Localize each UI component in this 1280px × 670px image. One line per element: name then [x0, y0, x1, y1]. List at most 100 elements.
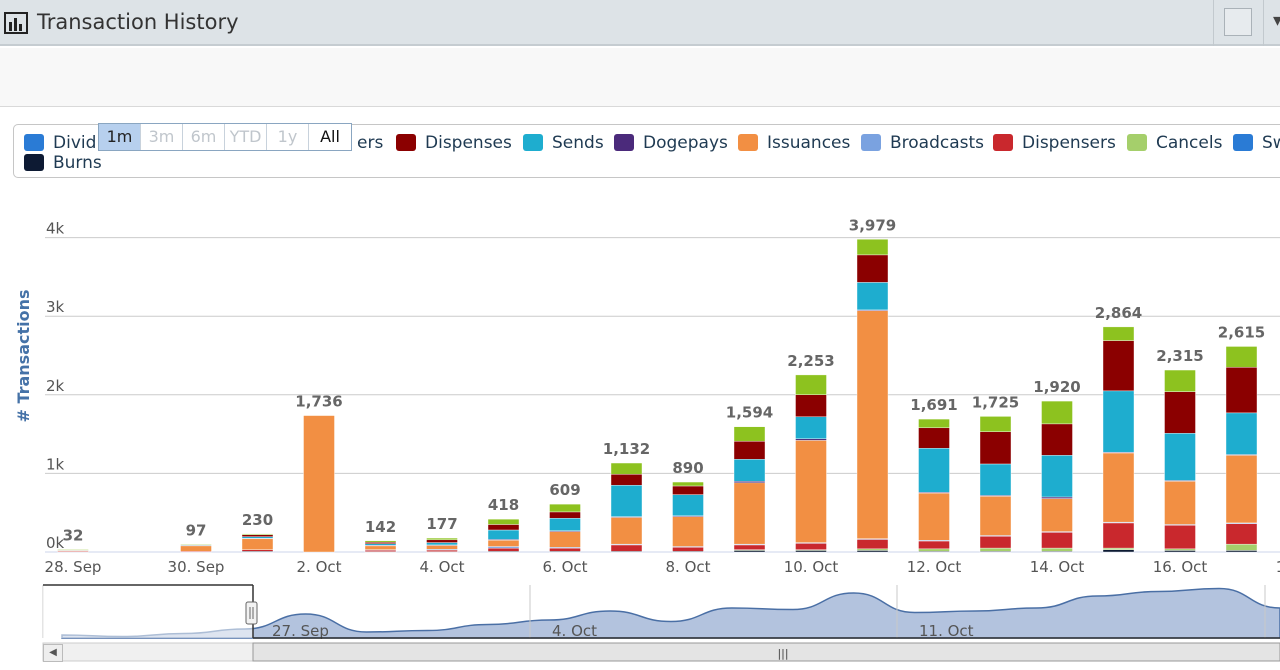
range-button-all[interactable]: All: [320, 127, 340, 146]
x-tick-label: 8. Oct: [665, 558, 710, 576]
bar-total-label: 1,132: [603, 440, 650, 458]
bar-segment: [57, 549, 89, 551]
navigator-label: 11. Oct: [919, 622, 974, 640]
bar-segment: [733, 426, 766, 442]
dropdown-arrow-icon[interactable]: ▾: [1273, 10, 1280, 31]
bar-segment: [1102, 452, 1135, 523]
bar-segment: [856, 282, 889, 311]
y-tick-label: 1k: [46, 455, 65, 473]
bar-segment: [241, 536, 274, 539]
range-button-1y[interactable]: 1y: [267, 124, 309, 150]
bar-total-label: 1,725: [972, 393, 1019, 411]
legend-swatch: [396, 134, 416, 151]
bar-segment: [1102, 326, 1135, 341]
bar-segment: [1164, 550, 1196, 553]
bar-segment: [1225, 412, 1258, 455]
bar-segment: [1164, 525, 1196, 550]
range-button-1m[interactable]: 1m: [99, 124, 141, 150]
bar-segment: [241, 538, 274, 550]
bar-segment: [426, 542, 458, 546]
bar-segment: [1041, 400, 1073, 425]
legend-label: Dispenses: [425, 133, 512, 153]
chart-legend: Divid ers Dispenses Sends Dogepays Issua…: [13, 124, 1280, 178]
scroll-left-arrow-icon[interactable]: ◀: [43, 644, 63, 662]
bar-segment: [979, 431, 1012, 465]
bar-segment: [241, 533, 274, 535]
legend-swatch: [738, 134, 758, 151]
legend-item-dispenses[interactable]: Dispenses: [396, 133, 512, 153]
bar-segment: [795, 543, 827, 550]
bar-segment: [795, 374, 827, 395]
bar-segment: [1225, 550, 1258, 553]
bar-segment: [1164, 548, 1196, 551]
bar-segment: [180, 545, 212, 552]
bar-total-label: 2,615: [1218, 323, 1265, 341]
navigator-label: 4. Oct: [552, 622, 597, 640]
legend-item-cancels[interactable]: Cancels: [1127, 133, 1222, 153]
window-title: Transaction History: [37, 10, 239, 34]
legend-item-issuances[interactable]: Issuances: [738, 133, 850, 153]
bar-segment: [610, 484, 643, 517]
bar-segment: [1041, 496, 1073, 499]
navigator-mask: [43, 585, 253, 638]
legend-label: Sw: [1262, 133, 1280, 153]
bar-segment: [303, 415, 335, 553]
window-action-button[interactable]: [1224, 8, 1252, 36]
legend-item-sw[interactable]: Sw: [1233, 133, 1280, 153]
legend-label: Burns: [53, 153, 102, 173]
x-tick-label: 10. Oct: [784, 558, 839, 576]
navigator-label: 27. Sep: [272, 622, 329, 640]
range-button-6m[interactable]: 6m: [183, 124, 225, 150]
bar-segment: [979, 416, 1012, 432]
y-tick-label: 4k: [46, 220, 65, 238]
range-button-3m[interactable]: 3m: [141, 124, 183, 150]
bar-segment: [1225, 455, 1258, 524]
legend-item-burns[interactable]: Burns: [24, 153, 102, 173]
scrollbar-thumb: [252, 642, 1280, 662]
bar-total-label: 1,691: [910, 396, 957, 414]
x-tick-label: 16. Oct: [1153, 558, 1208, 576]
bar-segment: [856, 239, 889, 256]
legend-item-broadcasts[interactable]: Broadcasts: [861, 133, 984, 153]
bar-segment: [364, 540, 397, 543]
legend-item-dogepays[interactable]: Dogepays: [614, 133, 728, 153]
bar-segment: [733, 459, 766, 482]
bar-segment: [610, 544, 643, 552]
bar-segment: [364, 543, 397, 546]
x-tick-label: 14. Oct: [1030, 558, 1085, 576]
bar-segment: [549, 503, 581, 513]
toolbar-divider: [1213, 0, 1214, 46]
legend-swatch: [1127, 134, 1147, 151]
bar-total-label: 2,253: [787, 352, 834, 370]
legend-label: Dispensers: [1022, 133, 1116, 153]
bar-segment: [487, 547, 520, 552]
bar-segment: [979, 495, 1012, 536]
bar-total-label: 1,920: [1033, 378, 1080, 396]
legend-swatch: [861, 134, 881, 151]
y-tick-label: 2k: [46, 377, 65, 395]
bar-segment: [241, 549, 274, 552]
legend-item-dispensers[interactable]: Dispensers: [993, 133, 1116, 153]
bar-segment: [733, 544, 766, 550]
bar-total-label: 32: [63, 526, 84, 544]
bar-segment: [918, 427, 950, 449]
bar-total-label: 418: [488, 496, 519, 514]
bar-segment: [1041, 498, 1073, 532]
bar-segment: [795, 440, 827, 543]
navigator-handle: [245, 601, 258, 625]
legend-item-divid[interactable]: Divid: [24, 133, 96, 153]
bar-segment: [549, 518, 581, 531]
bar-segment: [1102, 340, 1135, 392]
bar-segment: [364, 545, 397, 550]
x-tick-label: 2. Oct: [296, 558, 341, 576]
range-button-ytd[interactable]: YTD: [225, 124, 267, 150]
bar-segment: [856, 548, 889, 551]
legend-label: Dogepays: [643, 133, 728, 153]
legend-item-others[interactable]: ers: [357, 133, 383, 153]
legend-label: Broadcasts: [890, 133, 985, 153]
bar-segment: [180, 544, 212, 546]
bar-segment: [918, 418, 950, 429]
legend-item-sends[interactable]: Sends: [523, 133, 604, 153]
bar-segment: [979, 463, 1012, 496]
